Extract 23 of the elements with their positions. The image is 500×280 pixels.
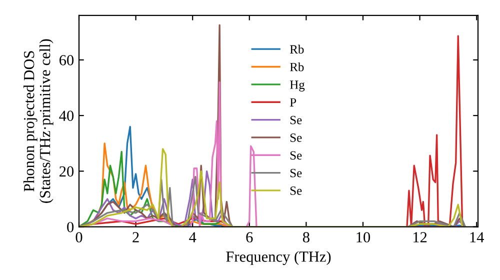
legend-label: Se	[290, 151, 302, 160]
y-tick-label: 60	[60, 55, 74, 66]
x-tick-label: 6	[246, 232, 253, 242]
x-tick-label: 8	[302, 232, 310, 242]
legend-label: Hg	[290, 80, 305, 92]
legend-label: Rb	[290, 62, 304, 72]
legend-label: Se	[290, 116, 302, 124]
y-tick-label: 0	[67, 222, 74, 232]
x-tick-label: 12	[413, 232, 427, 242]
x-axis-title: Frequency (THz)	[226, 251, 331, 265]
legend-label: P	[290, 98, 296, 106]
legend-label: Se	[290, 168, 302, 178]
x-tick-label: 2	[132, 232, 139, 242]
x-tick-label: 4	[189, 232, 196, 242]
legend-label: Rb	[290, 44, 304, 54]
x-tick-label: 0	[76, 232, 82, 242]
legend-label: Se	[290, 134, 302, 142]
x-tick-label: 14	[470, 232, 484, 242]
y-tick-label: 20	[60, 166, 74, 177]
y-axis-title: Phonon projected DOS (States/THz·primitive cell)	[23, 39, 54, 203]
y-tick-label: 40	[59, 110, 74, 121]
legend-label: Se	[290, 186, 302, 195]
x-tick-label: 10	[356, 232, 370, 242]
